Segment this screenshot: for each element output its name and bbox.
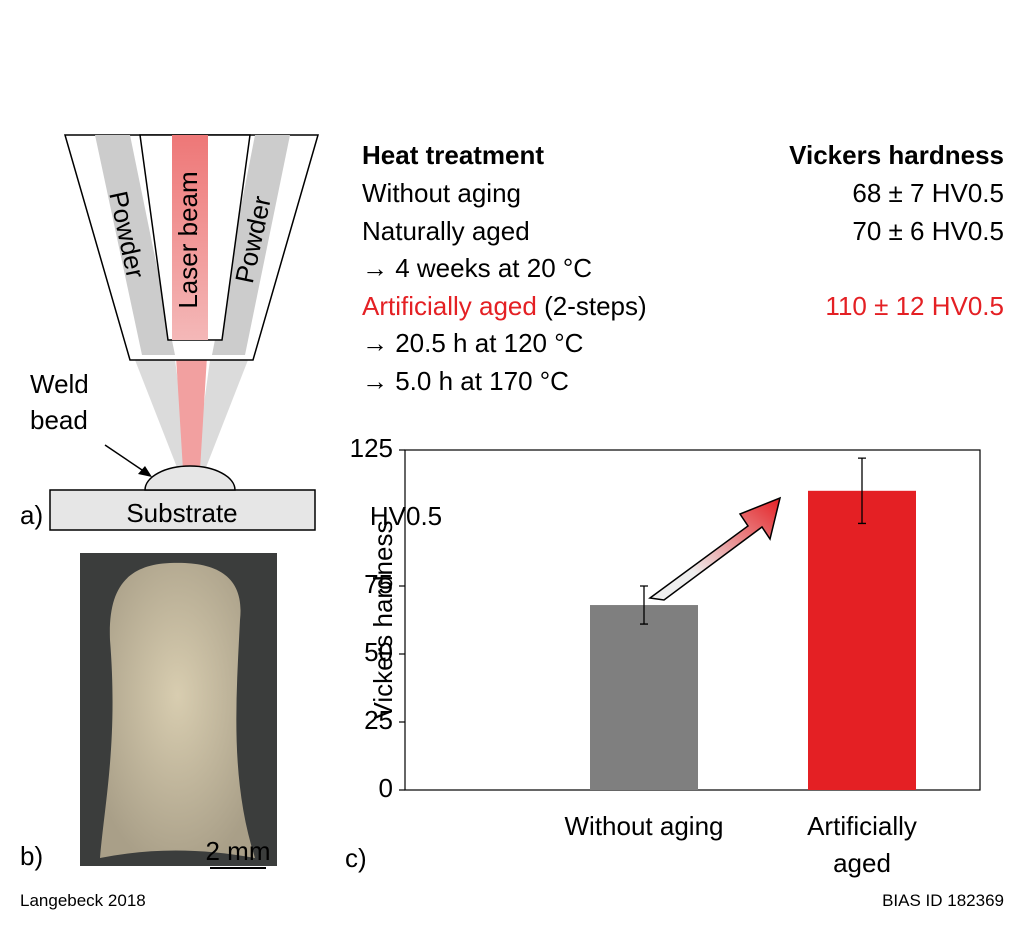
table-row-label: → 5.0 h at 170 °C [362,366,569,396]
table-row-label: Without aging [362,178,521,208]
row-label: → 4 weeks at 20 °C [362,253,593,283]
row-label: → 20.5 h at 120 °C [362,328,584,358]
powder-channel [95,135,175,355]
row-label: Without aging [362,178,521,208]
y-axis-title: Vickers hardness [368,521,398,720]
row-value: 68 ± 7 HV0.5 [852,178,1004,208]
table-row-label: Artificially aged (2-steps) [362,291,647,321]
trend-arrow [648,496,782,601]
micrograph: 2 mm b) [20,553,277,871]
row-value: 110 ± 12 HV0.5 [825,290,1004,321]
row-label: Naturally aged [362,215,530,246]
weld-bead [144,465,236,491]
substrate [49,489,316,531]
bar [808,490,916,790]
table-row-label: Naturally aged [362,216,530,246]
row-label: → 5.0 h at 170 °C [362,365,569,396]
y-tick-label: 0 [379,773,393,803]
powder-stream [135,360,190,470]
panel-label: b) [20,841,43,871]
table-row-label: → 4 weeks at 20 °C [362,253,592,283]
row-label: Artificially aged [362,290,537,321]
y-tick-label: 25 [364,705,393,735]
bar [590,605,698,790]
substrate-label: Substrate [126,498,237,528]
y-tick-label: 50 [364,637,393,667]
pointer-head [138,466,152,477]
error-bar [858,457,866,525]
y-axis-unit: HV0.5 [370,501,442,531]
error-bar [640,585,648,625]
bead-section [100,562,255,858]
y-tick-label: 125 [350,433,393,463]
scale-label: 2 mm [206,836,271,866]
footer-left: Langebeck 2018 [20,891,146,910]
footer-right: BIAS ID 182369 [882,891,1004,910]
weld-bead-label: Weld bead [30,369,89,435]
panel-label: c) [345,843,367,873]
powder-stream [195,360,248,470]
pointer-line [104,444,146,473]
table-row-label: → 20.5 h at 120 °C [362,328,583,358]
x-tick-label: Artificially aged [807,811,917,878]
laser-beam [172,135,208,340]
powder-channel [212,135,290,355]
table-header: Vickers hardness [789,140,1004,170]
panel-label: a) [20,500,43,530]
y-tick-label: 75 [364,569,393,599]
laser-label: Laser beam [173,171,203,308]
x-tick-label: Without aging [564,811,724,841]
laser-stream [175,340,208,470]
nozzle-diagram: Powder Laser beam Powder Substrate a) [20,134,319,531]
row-value: 70 ± 6 HV0.5 [852,215,1004,246]
row-note: (2-steps) [544,290,647,321]
table-header: Heat treatment [362,140,545,170]
